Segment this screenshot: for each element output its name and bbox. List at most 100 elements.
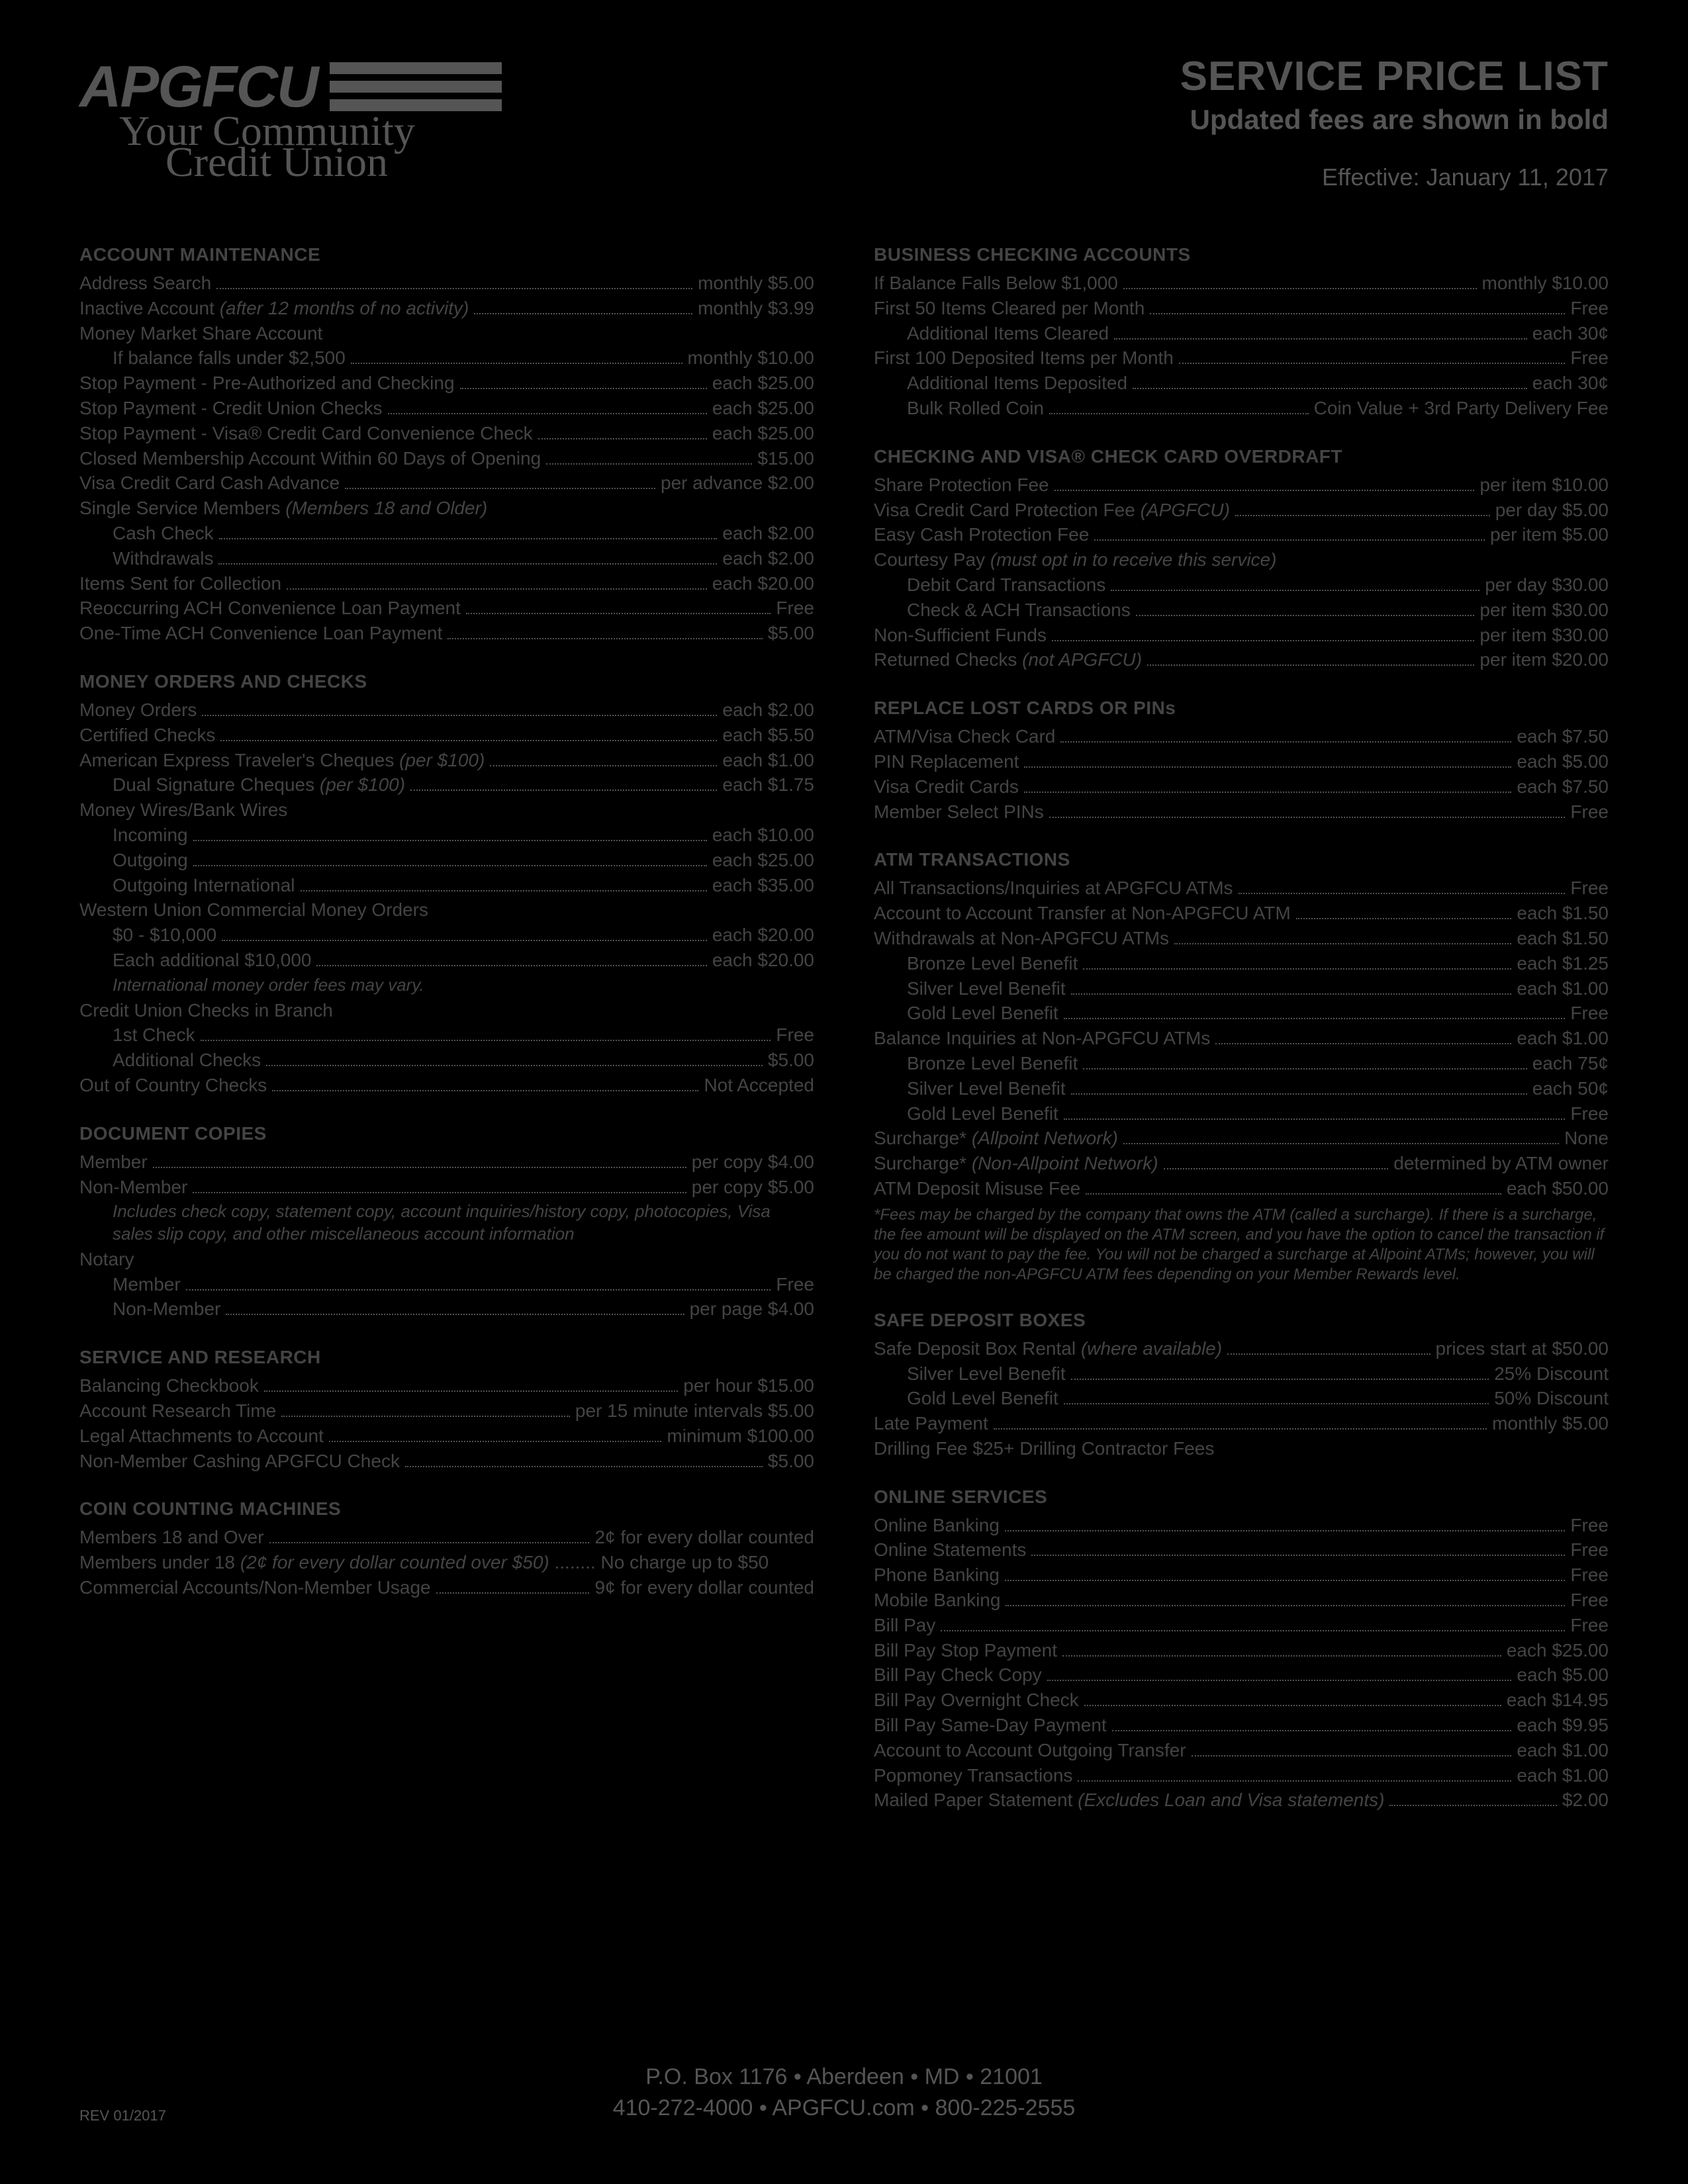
price-row: Stop Payment - Credit Union Checkseach $… xyxy=(79,396,814,421)
price-row: Visa Credit Card Protection Fee (APGFCU)… xyxy=(874,498,1609,523)
logo-block: APGFCU Your Community Credit Union xyxy=(79,53,502,183)
header: APGFCU Your Community Credit Union SERVI… xyxy=(79,53,1609,191)
price-row: Returned Checks (not APGFCU)per item $20… xyxy=(874,647,1609,672)
price-row: Reoccurring ACH Convenience Loan Payment… xyxy=(79,596,814,621)
row-label: Silver Level Benefit xyxy=(907,1361,1066,1387)
row-price: 50% Discount xyxy=(1494,1386,1609,1411)
leader-dots xyxy=(466,613,771,614)
price-row: Online StatementsFree xyxy=(874,1537,1609,1563)
row-price: per advance $2.00 xyxy=(661,471,814,496)
row-label: Stop Payment - Visa® Credit Card Conveni… xyxy=(79,421,533,446)
leader-dots xyxy=(1071,993,1512,995)
price-row: ATM Deposit Misuse Feeeach $50.00 xyxy=(874,1176,1609,1201)
price-row: 1st CheckFree xyxy=(79,1023,814,1048)
row-label: First 100 Deposited Items per Month xyxy=(874,345,1174,371)
price-row: Account Research Timeper 15 minute inter… xyxy=(79,1398,814,1424)
leader-dots xyxy=(1062,1655,1501,1657)
leader-dots xyxy=(1055,490,1475,491)
price-row: Non-Memberper copy $5.00 xyxy=(79,1175,814,1200)
row-label: Reoccurring ACH Convenience Loan Payment xyxy=(79,596,461,621)
leader-dots xyxy=(436,1592,590,1594)
row-label: Inactive Account (after 12 months of no … xyxy=(79,296,469,321)
price-row: PIN Replacementeach $5.00 xyxy=(874,749,1609,774)
price-row: Withdrawals at Non-APGFCU ATMseach $1.50 xyxy=(874,926,1609,951)
row-price: each $25.00 xyxy=(712,848,814,873)
row-price: 9¢ for every dollar counted xyxy=(594,1575,814,1600)
row-price: each 50¢ xyxy=(1532,1076,1609,1101)
row-label: PIN Replacement xyxy=(874,749,1019,774)
row-price: per 15 minute intervals $5.00 xyxy=(575,1398,814,1424)
row-label: Address Search xyxy=(79,271,211,296)
row-price: per item $10.00 xyxy=(1479,473,1609,498)
row-price: each $10.00 xyxy=(712,823,814,848)
leader-dots xyxy=(329,1441,662,1442)
row-label: Surcharge* (Non-Allpoint Network) xyxy=(874,1151,1158,1176)
row-price: each $25.00 xyxy=(1507,1638,1609,1663)
leader-dots xyxy=(1052,640,1474,641)
price-row: Bill Pay Stop Payment each $25.00 xyxy=(874,1638,1609,1663)
leader-dots xyxy=(1064,1018,1566,1019)
leader-dots xyxy=(1179,363,1566,364)
price-row: Silver Level Benefiteach 50¢ xyxy=(874,1076,1609,1101)
note: International money order fees may vary. xyxy=(79,974,814,997)
leader-dots xyxy=(1114,338,1527,340)
price-row: Dual Signature Cheques (per $100)each $1… xyxy=(79,772,814,797)
left-column: ACCOUNT MAINTENANCEAddress Searchmonthly… xyxy=(79,244,814,1813)
price-row: Late Paymentmonthly $5.00 xyxy=(874,1411,1609,1436)
row-label: Outgoing International xyxy=(113,873,295,898)
row-price: monthly $3.99 xyxy=(698,296,814,321)
row-label: Share Protection Fee xyxy=(874,473,1049,498)
row-label: Phone Banking xyxy=(874,1563,1000,1588)
row-price: $15.00 xyxy=(757,446,814,471)
row-label: Online Statements xyxy=(874,1537,1026,1563)
leader-dots xyxy=(1147,664,1474,666)
row-price: per day $30.00 xyxy=(1485,572,1609,598)
revision: REV 01/2017 xyxy=(79,2107,166,2124)
row-label: Online Banking xyxy=(874,1513,1000,1538)
price-row: Gold Level BenefitFree xyxy=(874,1101,1609,1126)
row-price: each $50.00 xyxy=(1507,1176,1609,1201)
plain-line: Notary xyxy=(79,1247,814,1272)
leader-dots xyxy=(1094,539,1485,541)
footer: P.O. Box 1176 • Aberdeen • MD • 21001 41… xyxy=(0,2062,1688,2124)
leader-dots xyxy=(1389,1805,1556,1806)
price-row: Each additional $10,000each $20.00 xyxy=(79,948,814,973)
row-price: each 30¢ xyxy=(1532,371,1609,396)
price-row: Incomingeach $10.00 xyxy=(79,823,814,848)
row-price: each $1.25 xyxy=(1517,951,1609,976)
price-row: Closed Membership Account Within 60 Days… xyxy=(79,446,814,471)
row-price: each $14.95 xyxy=(1507,1688,1609,1713)
plain-line: Western Union Commercial Money Orders xyxy=(79,897,814,923)
leader-dots xyxy=(410,790,717,791)
price-row: Stop Payment - Visa® Credit Card Conveni… xyxy=(79,421,814,446)
price-row: Online Banking Free xyxy=(874,1513,1609,1538)
footer-line2: 410-272-4000 • APGFCU.com • 800-225-2555 xyxy=(0,2093,1688,2124)
columns: ACCOUNT MAINTENANCEAddress Searchmonthly… xyxy=(79,244,1609,1813)
row-price: 2¢ for every dollar counted xyxy=(594,1525,814,1550)
price-row: Member Select PINsFree xyxy=(874,799,1609,825)
price-row: Members 18 and Over2¢ for every dollar c… xyxy=(79,1525,814,1550)
row-price: each $25.00 xyxy=(712,371,814,396)
price-row: Mobile BankingFree xyxy=(874,1588,1609,1613)
leader-dots xyxy=(546,463,752,465)
row-label: Gold Level Benefit xyxy=(907,1001,1058,1026)
price-row: Non-Member Cashing APGFCU Check$5.00 xyxy=(79,1449,814,1474)
row-price: each $7.50 xyxy=(1517,724,1609,749)
row-label: Bill Pay Stop Payment xyxy=(874,1638,1057,1663)
row-price: each $20.00 xyxy=(712,571,814,596)
leader-dots xyxy=(193,865,707,866)
row-price: each $1.00 xyxy=(1517,1763,1609,1788)
price-row: MemberFree xyxy=(79,1272,814,1297)
price-row: $0 - $10,000each $20.00 xyxy=(79,923,814,948)
leader-dots xyxy=(1071,1093,1527,1095)
price-row: Check & ACH Transactionsper item $30.00 xyxy=(874,598,1609,623)
row-price: Free xyxy=(1570,1513,1609,1538)
section-title: BUSINESS CHECKING ACCOUNTS xyxy=(874,244,1609,265)
leader-dots xyxy=(1005,1530,1566,1531)
row-price: Free xyxy=(1570,799,1609,825)
price-row: Commercial Accounts/Non-Member Usage9¢ f… xyxy=(79,1575,814,1600)
section-title: ONLINE SERVICES xyxy=(874,1486,1609,1508)
row-price: $5.00 xyxy=(768,621,814,646)
plain-line: Money Wires/Bank Wires xyxy=(79,797,814,823)
price-row: Visa Credit Card Cash Advanceper advance… xyxy=(79,471,814,496)
